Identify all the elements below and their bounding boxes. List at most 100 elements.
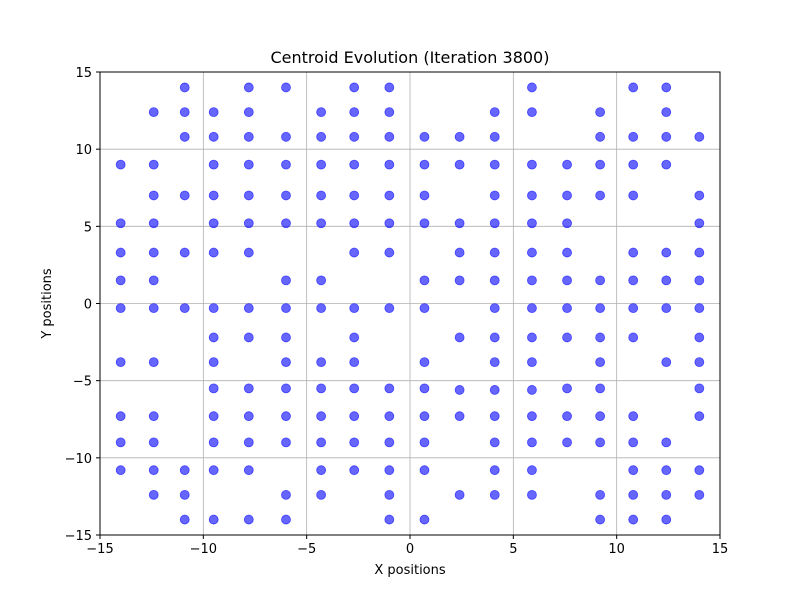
data-point: [243, 190, 254, 201]
data-point: [694, 489, 705, 500]
data-point: [661, 437, 672, 448]
data-point: [148, 107, 159, 118]
data-point: [527, 357, 537, 368]
data-point: [661, 247, 672, 258]
data-point: [419, 465, 430, 476]
data-point: [349, 247, 360, 258]
data-point: [281, 275, 291, 286]
chart-title: Centroid Evolution (Iteration 3800): [271, 48, 550, 67]
data-point: [349, 465, 360, 476]
data-point: [243, 82, 254, 93]
data-point: [419, 357, 430, 368]
data-point: [115, 357, 126, 368]
data-point: [694, 357, 705, 368]
data-point: [489, 275, 500, 286]
data-point: [454, 332, 465, 343]
data-point: [419, 275, 430, 286]
data-point: [208, 247, 219, 258]
data-point: [208, 218, 219, 229]
y-tick-label: 5: [84, 220, 92, 235]
data-point: [489, 218, 500, 229]
data-point: [454, 489, 465, 500]
data-point: [179, 107, 190, 118]
data-point: [628, 437, 639, 448]
data-point: [661, 107, 672, 118]
y-tick-label: −15: [65, 529, 92, 544]
data-point: [661, 514, 672, 525]
data-point: [454, 218, 465, 229]
data-point: [208, 514, 219, 525]
data-point: [419, 131, 430, 142]
data-point: [661, 131, 672, 142]
data-point: [527, 465, 537, 476]
data-point: [661, 82, 672, 93]
data-point: [562, 383, 572, 394]
data-point: [316, 465, 327, 476]
data-point: [562, 332, 572, 343]
data-point: [562, 411, 572, 422]
data-point: [316, 131, 327, 142]
data-point: [661, 489, 672, 500]
data-point: [349, 303, 360, 314]
data-point: [628, 275, 639, 286]
data-point: [562, 159, 572, 170]
y-tick-label: 0: [84, 298, 92, 313]
data-point: [384, 131, 395, 142]
data-point: [595, 159, 606, 170]
data-point: [384, 190, 395, 201]
data-point: [243, 107, 254, 118]
data-point: [489, 190, 500, 201]
data-point: [595, 437, 606, 448]
data-point: [281, 489, 291, 500]
x-tick-label: 5: [509, 542, 517, 557]
data-point: [562, 437, 572, 448]
data-point: [115, 275, 126, 286]
data-point: [148, 275, 159, 286]
data-point: [595, 489, 606, 500]
data-point: [281, 159, 291, 170]
data-point: [316, 275, 327, 286]
data-point: [562, 275, 572, 286]
data-point: [115, 218, 126, 229]
data-point: [595, 303, 606, 314]
data-point: [208, 411, 219, 422]
data-point: [384, 82, 395, 93]
data-point: [454, 159, 465, 170]
data-point: [349, 131, 360, 142]
data-point: [179, 465, 190, 476]
data-point: [115, 247, 126, 258]
data-point: [419, 411, 430, 422]
data-point: [208, 107, 219, 118]
data-point: [489, 411, 500, 422]
data-point: [489, 385, 500, 395]
data-point: [562, 190, 572, 201]
data-point: [281, 383, 291, 394]
data-point: [208, 465, 219, 476]
data-point: [562, 303, 572, 314]
data-point: [661, 303, 672, 314]
data-point: [148, 437, 159, 448]
x-tick-label: 10: [608, 542, 625, 557]
x-tick-label: −10: [190, 542, 217, 557]
data-point: [243, 465, 254, 476]
data-point: [628, 82, 639, 93]
data-point: [595, 383, 606, 394]
data-point: [148, 411, 159, 422]
data-point: [595, 190, 606, 201]
x-tick-label: 15: [712, 542, 729, 557]
data-point: [527, 159, 537, 170]
data-point: [661, 465, 672, 476]
data-point: [527, 218, 537, 229]
data-point: [489, 437, 500, 448]
data-point: [384, 465, 395, 476]
data-point: [694, 247, 705, 258]
data-point: [527, 107, 537, 118]
data-point: [179, 190, 190, 201]
data-point: [316, 437, 327, 448]
data-point: [148, 303, 159, 314]
data-point: [208, 357, 219, 368]
data-point: [419, 159, 430, 170]
data-point: [115, 465, 126, 476]
